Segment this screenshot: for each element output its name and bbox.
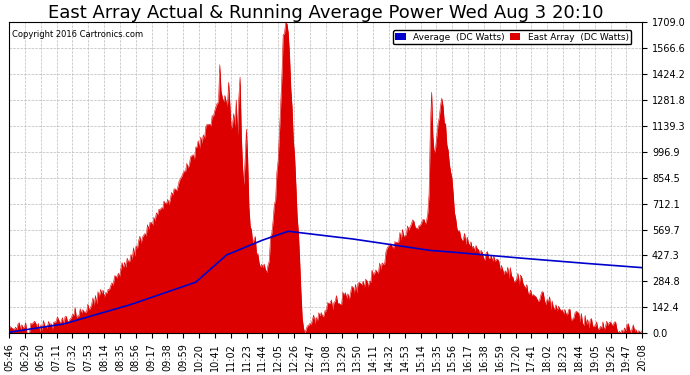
Title: East Array Actual & Running Average Power Wed Aug 3 20:10: East Array Actual & Running Average Powe… bbox=[48, 4, 604, 22]
Legend: Average  (DC Watts), East Array  (DC Watts): Average (DC Watts), East Array (DC Watts… bbox=[393, 30, 631, 44]
Text: Copyright 2016 Cartronics.com: Copyright 2016 Cartronics.com bbox=[12, 30, 144, 39]
